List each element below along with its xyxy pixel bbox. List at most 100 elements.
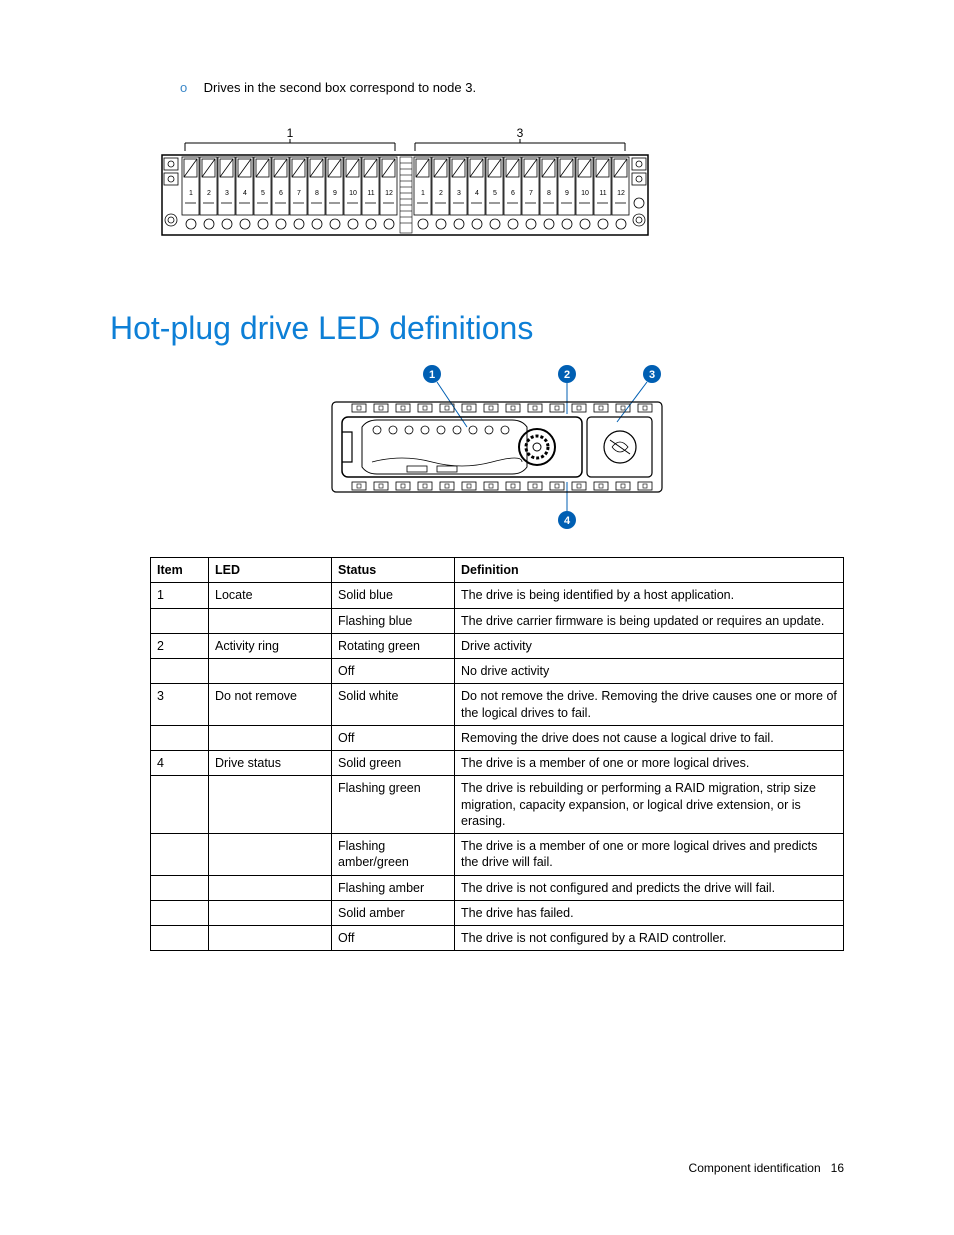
table-row: 1LocateSolid blueThe drive is being iden… xyxy=(151,583,844,608)
svg-text:1: 1 xyxy=(429,369,435,381)
table-cell: Off xyxy=(332,659,455,684)
svg-text:4: 4 xyxy=(564,515,571,527)
svg-text:3: 3 xyxy=(225,190,229,197)
table-row: OffThe drive is not configured by a RAID… xyxy=(151,926,844,951)
svg-text:2: 2 xyxy=(439,190,443,197)
svg-text:4: 4 xyxy=(475,190,479,197)
table-cell: The drive is a member of one or more log… xyxy=(455,751,844,776)
table-cell: Drive status xyxy=(209,751,332,776)
table-cell: Solid green xyxy=(332,751,455,776)
th-status: Status xyxy=(332,558,455,583)
table-cell: The drive is being identified by a host … xyxy=(455,583,844,608)
table-cell: Rotating green xyxy=(332,633,455,658)
svg-text:3: 3 xyxy=(457,190,461,197)
svg-text:8: 8 xyxy=(547,190,551,197)
svg-text:3: 3 xyxy=(649,369,655,381)
bullet-text: Drives in the second box correspond to n… xyxy=(204,80,476,95)
page-footer: Component identification 16 xyxy=(689,1161,844,1175)
table-row: Flashing greenThe drive is rebuilding or… xyxy=(151,776,844,834)
table-cell: Removing the drive does not cause a logi… xyxy=(455,725,844,750)
table-cell: Activity ring xyxy=(209,633,332,658)
drive-led-diagram: 1 2 3 4 xyxy=(312,362,682,532)
svg-text:10: 10 xyxy=(349,190,357,197)
table-row: 2Activity ringRotating greenDrive activi… xyxy=(151,633,844,658)
table-cell xyxy=(151,834,209,876)
table-row: OffNo drive activity xyxy=(151,659,844,684)
table-row: 3Do not removeSolid whiteDo not remove t… xyxy=(151,684,844,726)
table-cell: Flashing blue xyxy=(332,608,455,633)
table-cell: The drive is not configured by a RAID co… xyxy=(455,926,844,951)
footer-section: Component identification xyxy=(689,1161,821,1175)
svg-text:9: 9 xyxy=(565,190,569,197)
table-cell: Off xyxy=(332,926,455,951)
table-cell xyxy=(209,834,332,876)
svg-text:5: 5 xyxy=(261,190,265,197)
bullet-line: o Drives in the second box correspond to… xyxy=(180,80,844,95)
section-heading: Hot-plug drive LED definitions xyxy=(110,310,844,347)
table-cell xyxy=(151,659,209,684)
table-cell: Locate xyxy=(209,583,332,608)
svg-text:12: 12 xyxy=(617,190,625,197)
table-row: 4Drive statusSolid greenThe drive is a m… xyxy=(151,751,844,776)
table-cell: 3 xyxy=(151,684,209,726)
table-cell: The drive is a member of one or more log… xyxy=(455,834,844,876)
svg-text:9: 9 xyxy=(333,190,337,197)
footer-page: 16 xyxy=(831,1161,844,1175)
svg-text:10: 10 xyxy=(581,190,589,197)
table-cell: Flashing amber xyxy=(332,875,455,900)
svg-text:7: 7 xyxy=(529,190,533,197)
table-cell xyxy=(209,776,332,834)
table-cell: The drive carrier firmware is being upda… xyxy=(455,608,844,633)
table-cell xyxy=(151,926,209,951)
svg-text:1: 1 xyxy=(421,190,425,197)
table-cell: The drive is not configured and predicts… xyxy=(455,875,844,900)
table-cell xyxy=(151,608,209,633)
drive-box-diagram: 1 3 xyxy=(160,125,650,245)
table-cell: Off xyxy=(332,725,455,750)
svg-text:6: 6 xyxy=(279,190,283,197)
table-cell xyxy=(209,725,332,750)
table-cell xyxy=(151,725,209,750)
table-cell: The drive has failed. xyxy=(455,900,844,925)
svg-text:7: 7 xyxy=(297,190,301,197)
th-definition: Definition xyxy=(455,558,844,583)
bullet-marker: o xyxy=(180,80,200,95)
table-cell xyxy=(209,875,332,900)
table-row: Flashing amber/greenThe drive is a membe… xyxy=(151,834,844,876)
table-cell xyxy=(151,875,209,900)
table-cell: Do not remove xyxy=(209,684,332,726)
table-row: Flashing amberThe drive is not configure… xyxy=(151,875,844,900)
table-cell: No drive activity xyxy=(455,659,844,684)
table-row: OffRemoving the drive does not cause a l… xyxy=(151,725,844,750)
svg-text:11: 11 xyxy=(599,190,606,197)
led-definitions-table: Item LED Status Definition 1LocateSolid … xyxy=(150,557,844,951)
svg-text:11: 11 xyxy=(367,190,374,197)
table-cell: Flashing amber/green xyxy=(332,834,455,876)
table-cell: Do not remove the drive. Removing the dr… xyxy=(455,684,844,726)
table-cell: Solid amber xyxy=(332,900,455,925)
th-led: LED xyxy=(209,558,332,583)
box-label-1: 1 xyxy=(287,126,294,140)
table-cell xyxy=(209,926,332,951)
box-label-3: 3 xyxy=(517,126,524,140)
svg-text:1: 1 xyxy=(189,190,193,197)
table-cell xyxy=(209,608,332,633)
table-cell: 2 xyxy=(151,633,209,658)
svg-text:6: 6 xyxy=(511,190,515,197)
svg-text:5: 5 xyxy=(493,190,497,197)
table-row: Solid amberThe drive has failed. xyxy=(151,900,844,925)
svg-text:4: 4 xyxy=(243,190,247,197)
svg-text:8: 8 xyxy=(315,190,319,197)
table-cell xyxy=(151,900,209,925)
table-cell xyxy=(209,900,332,925)
table-row: Flashing blueThe drive carrier firmware … xyxy=(151,608,844,633)
table-cell: Solid blue xyxy=(332,583,455,608)
table-cell: 4 xyxy=(151,751,209,776)
svg-text:12: 12 xyxy=(385,190,393,197)
table-cell: The drive is rebuilding or performing a … xyxy=(455,776,844,834)
table-cell xyxy=(151,776,209,834)
th-item: Item xyxy=(151,558,209,583)
table-cell: 1 xyxy=(151,583,209,608)
svg-text:2: 2 xyxy=(564,369,570,381)
svg-text:2: 2 xyxy=(207,190,211,197)
